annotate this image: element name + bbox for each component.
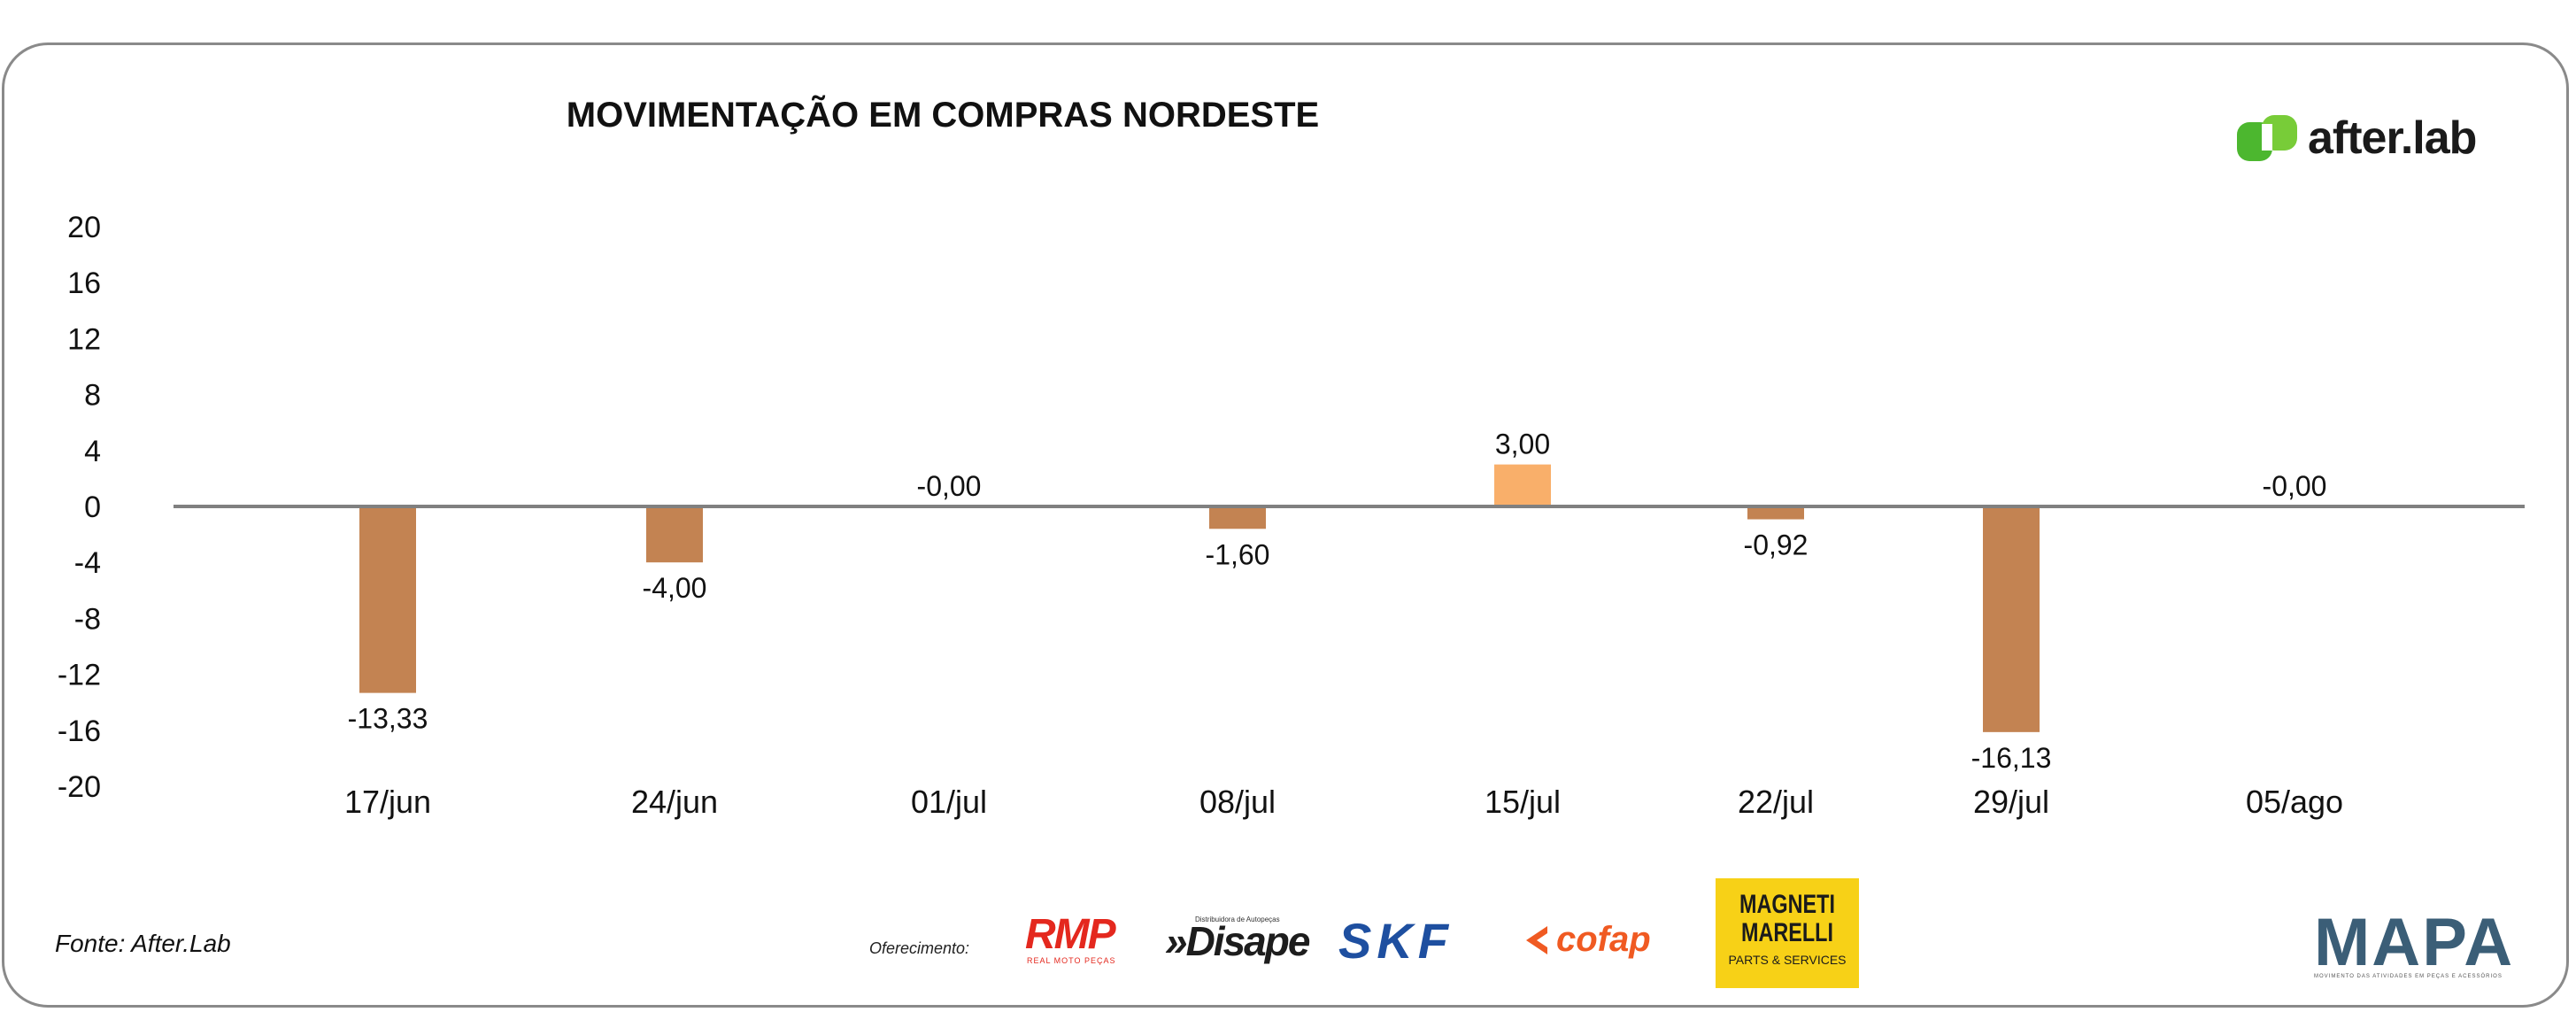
x-tick-label: 08/jul xyxy=(1199,784,1276,820)
x-tick-label: 22/jul xyxy=(1738,784,1814,820)
bar xyxy=(1209,506,1266,529)
x-axis: 17/jun 24/jun 01/jul 08/jul 15/jul 22/jul 29/j… xyxy=(344,784,2343,820)
data-label: -0,92 xyxy=(1744,529,1809,561)
data-label: -1,60 xyxy=(1206,538,1270,570)
y-tick-label: -4 xyxy=(74,546,101,580)
rmp-logo-subtext: REAL MOTO PEÇAS xyxy=(1027,956,1116,965)
y-tick-label: 16 xyxy=(67,267,101,300)
chart-card xyxy=(2,42,2569,1008)
disape-logo: Distribuidora de Autopeças »Disape xyxy=(1165,912,1315,964)
data-label: 3,00 xyxy=(1495,429,1550,460)
y-tick-label: 12 xyxy=(67,322,101,356)
rmp-logo-text: RMP xyxy=(1025,911,1116,958)
bar xyxy=(646,506,703,563)
y-tick-label: -16 xyxy=(58,715,101,748)
y-tick-label: -12 xyxy=(58,659,101,692)
afterlab-logo-icon xyxy=(2237,115,2297,161)
cofap-logo-icon xyxy=(1526,926,1547,954)
data-label: -4,00 xyxy=(643,572,707,604)
sponsor-label: Oferecimento: xyxy=(869,939,970,957)
bar xyxy=(1747,506,1804,520)
magneti-line1: MAGNETI xyxy=(1739,890,1835,919)
y-tick-label: -8 xyxy=(74,602,101,636)
afterlab-logo: after.lab xyxy=(2235,112,2477,165)
rmp-logo: RMP REAL MOTO PEÇAS xyxy=(1025,911,1144,966)
y-tick-label: -20 xyxy=(58,770,101,804)
x-tick-label: 15/jul xyxy=(1485,784,1561,820)
skf-logo-text: SKF xyxy=(1338,913,1454,969)
y-tick-label: 8 xyxy=(84,379,101,413)
y-tick-label: 20 xyxy=(67,211,101,244)
data-label: -0,00 xyxy=(917,470,982,502)
cofap-logo-text: cofap xyxy=(1556,920,1651,959)
magneti-marelli-subtext: PARTS & SERVICES xyxy=(1728,953,1847,967)
afterlab-logo-text: after.lab xyxy=(2308,112,2477,164)
x-tick-label: 24/jun xyxy=(631,784,718,820)
disape-logo-text: »Disape xyxy=(1165,918,1310,964)
cofap-logo: cofap xyxy=(1521,917,1685,962)
data-labels: -13,33 -4,00 -0,00 -1,60 3,00 -0,92 -16,13 -0,0… xyxy=(348,429,2327,774)
bars xyxy=(359,464,2040,732)
mapa-logo: MAPA MOVIMENTO DAS ATIVIDADES EM PEÇAS E… xyxy=(2314,905,2518,983)
bar xyxy=(359,506,416,693)
magneti-marelli-logo-text: MAGNETI MARELLI xyxy=(1731,891,1843,947)
bar xyxy=(1983,506,2040,732)
skf-logo: SKF xyxy=(1338,913,1503,969)
x-tick-label: 29/jul xyxy=(1973,784,2049,820)
y-tick-label: 4 xyxy=(84,435,101,468)
x-tick-label: 05/ago xyxy=(2246,784,2343,820)
data-label: -16,13 xyxy=(1971,742,2052,774)
mapa-logo-subtext: MOVIMENTO DAS ATIVIDADES EM PEÇAS E ACES… xyxy=(2314,974,2503,979)
magneti-line2: MARELLI xyxy=(1740,918,1833,947)
y-tick-label: 0 xyxy=(84,491,101,524)
mapa-logo-text: MAPA xyxy=(2314,905,2515,980)
chart-title: MOVIMENTAÇÃO EM COMPRAS NORDESTE xyxy=(566,96,1320,135)
bar xyxy=(1494,464,1551,506)
y-axis: 20 16 12 8 4 0 -4 -8 -12 -16 -20 xyxy=(58,211,101,804)
data-label: -13,33 xyxy=(348,703,428,735)
source-note: Fonte: After.Lab xyxy=(55,930,231,957)
disape-logo-subtext: Distribuidora de Autopeças xyxy=(1195,915,1280,923)
x-tick-label: 01/jul xyxy=(911,784,987,820)
magneti-marelli-logo: MAGNETI MARELLI PARTS & SERVICES xyxy=(1716,878,1859,988)
data-label: -0,00 xyxy=(2263,470,2327,502)
x-tick-label: 17/jun xyxy=(344,784,431,820)
